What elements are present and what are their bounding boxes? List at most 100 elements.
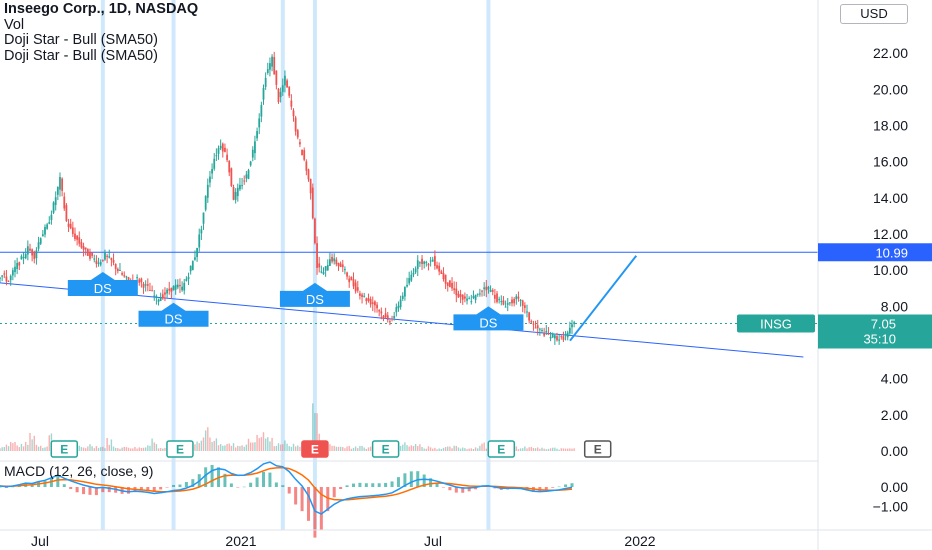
candle-body xyxy=(262,87,265,100)
candle-body xyxy=(198,234,201,248)
candle-body xyxy=(26,246,29,255)
macd-tick-label: −1.00 xyxy=(873,498,909,514)
volume-bar xyxy=(151,438,153,451)
candle-body xyxy=(91,252,94,256)
volume-bar xyxy=(14,441,16,451)
candle-body xyxy=(331,256,333,262)
candle-body xyxy=(256,131,258,139)
candle-body xyxy=(487,286,490,290)
volume-bar xyxy=(477,448,479,451)
macd-histogram-bar xyxy=(390,481,394,487)
volume-bar xyxy=(211,441,213,451)
candle-body xyxy=(470,301,473,303)
volume-bar xyxy=(114,447,117,451)
volume-bar xyxy=(44,447,46,451)
macd-histogram-bar xyxy=(107,487,111,493)
macd-histogram-bar xyxy=(82,487,86,495)
volume-bar xyxy=(515,446,517,451)
macd-histogram-bar xyxy=(184,482,188,487)
volume-bar xyxy=(442,447,445,451)
candle-body xyxy=(221,143,224,152)
volume-bar xyxy=(230,445,233,451)
candle-body xyxy=(11,270,14,276)
volume-bar xyxy=(262,432,265,451)
volume-bar xyxy=(95,446,98,451)
volume-bar xyxy=(213,440,215,451)
volume-bar xyxy=(434,447,436,451)
candle-body xyxy=(346,272,348,277)
volume-bar xyxy=(481,443,483,451)
macd-histogram-bar xyxy=(345,485,349,487)
volume-bar xyxy=(485,448,488,451)
candle-body xyxy=(161,294,164,299)
candle-body xyxy=(290,100,293,107)
candle-body xyxy=(166,289,169,294)
candle-body xyxy=(249,161,252,166)
candle-body xyxy=(116,268,119,272)
candle-body xyxy=(127,277,130,281)
currency-button[interactable]: USD xyxy=(840,4,908,24)
highlight-band xyxy=(312,0,317,530)
volume-bar xyxy=(335,446,338,451)
candle-body xyxy=(399,299,402,307)
price-tick-label: 8.00 xyxy=(881,298,908,314)
macd-histogram-bar xyxy=(281,485,285,487)
volume-bar xyxy=(286,443,288,451)
candle-body xyxy=(153,295,156,297)
volume-bar xyxy=(10,442,12,451)
volume-bar xyxy=(237,445,239,451)
candle-body xyxy=(33,252,36,259)
candle-body xyxy=(348,278,351,283)
candle-body xyxy=(59,177,61,190)
volume-bar xyxy=(571,448,573,451)
volume-bar xyxy=(228,443,230,451)
earnings-label: E xyxy=(497,443,505,457)
candle-body xyxy=(44,226,46,235)
volume-bar xyxy=(82,447,85,451)
candle-body xyxy=(181,286,183,291)
volume-bar xyxy=(136,448,138,451)
candle-body xyxy=(551,333,554,338)
volume-bar xyxy=(402,444,404,451)
volume-bar xyxy=(149,445,151,451)
volume-bar xyxy=(528,447,530,451)
doji-star-label: DS xyxy=(164,312,182,327)
macd-histogram-bar xyxy=(191,479,195,487)
candle-body xyxy=(20,256,23,260)
volume-bar xyxy=(16,445,18,451)
candle-body xyxy=(37,242,40,249)
candle-body xyxy=(483,287,486,290)
candle-body xyxy=(513,299,516,304)
candle-body xyxy=(414,268,417,273)
candle-body xyxy=(226,154,228,161)
doji-star-marker xyxy=(67,271,138,296)
candle-body xyxy=(515,296,518,300)
candle-body xyxy=(511,299,513,304)
candle-body xyxy=(18,262,21,266)
candle-body xyxy=(138,279,141,283)
volume-bar xyxy=(474,447,477,451)
candle-body xyxy=(545,330,548,333)
candle-body xyxy=(284,75,286,86)
macd-histogram-bar xyxy=(422,474,426,487)
candle-body xyxy=(451,282,453,289)
volume-bar xyxy=(219,444,222,451)
volume-bar xyxy=(202,437,205,451)
volume-bar xyxy=(33,435,35,451)
volume-bar xyxy=(354,446,357,451)
volume-bar xyxy=(425,448,428,451)
volume-bar xyxy=(7,446,10,451)
candle-body xyxy=(354,282,357,292)
macd-histogram-bar xyxy=(139,487,143,491)
macd-histogram-bar xyxy=(242,486,246,488)
candle-body xyxy=(314,218,316,244)
candle-body xyxy=(352,279,355,287)
volume-bar xyxy=(40,445,42,451)
candle-body xyxy=(461,294,464,300)
volume-bar xyxy=(84,448,87,451)
doji-star-label: DS xyxy=(94,281,112,296)
macd-histogram-bar xyxy=(448,487,452,491)
macd-histogram-bar xyxy=(306,487,310,521)
